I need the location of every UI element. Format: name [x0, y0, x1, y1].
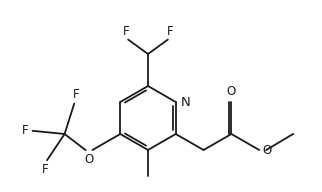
- Text: F: F: [166, 25, 173, 38]
- Text: F: F: [73, 88, 80, 101]
- Text: O: O: [262, 145, 271, 157]
- Text: F: F: [42, 163, 48, 176]
- Text: F: F: [22, 124, 29, 137]
- Text: F: F: [123, 25, 129, 38]
- Text: O: O: [227, 85, 236, 98]
- Text: N: N: [181, 95, 190, 108]
- Text: O: O: [85, 153, 94, 166]
